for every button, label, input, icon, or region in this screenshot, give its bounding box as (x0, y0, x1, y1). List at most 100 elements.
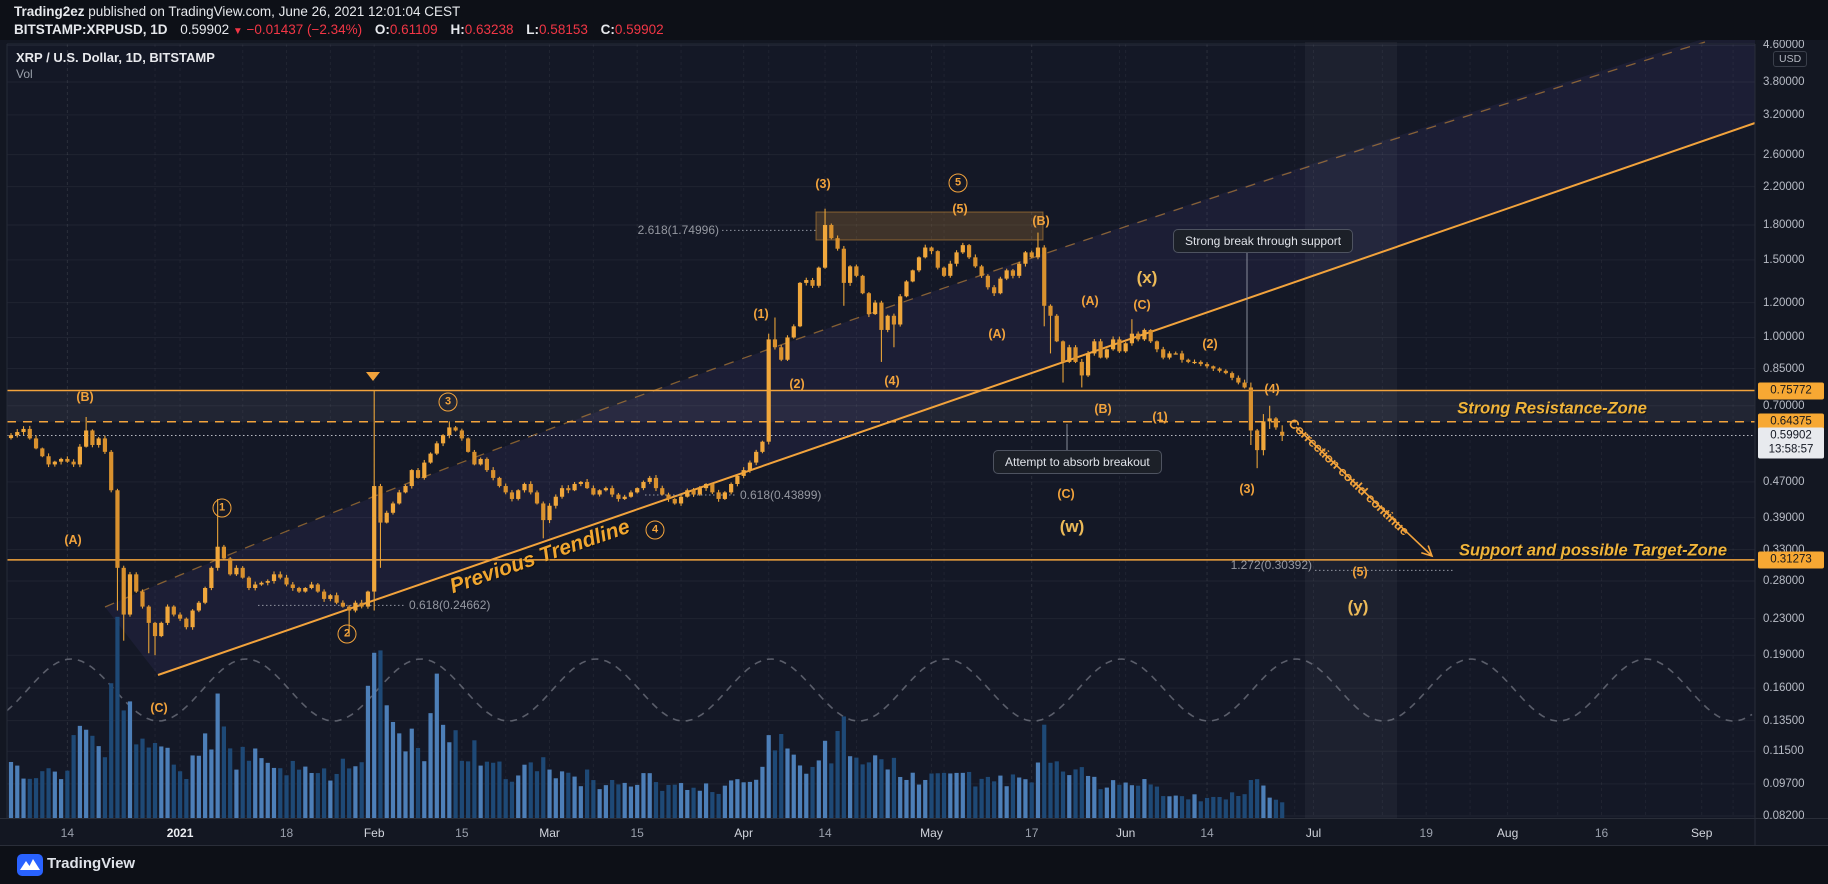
fib-label-1.272(0.30392): 1.272(0.30392) (1230, 558, 1312, 573)
tooltip-absorb-breakout: Attempt to absorb breakout (993, 450, 1162, 474)
price-level-badge-0.64375: 0.64375 (1758, 413, 1824, 431)
price-tick-1.20000: 1.20000 (1763, 296, 1805, 309)
wave-label-1-19: (1) (1152, 410, 1168, 424)
price-tick-0.11500: 0.11500 (1763, 745, 1804, 758)
correction-arrowhead (1421, 545, 1434, 558)
wave-label-4-22: (4) (1264, 382, 1280, 396)
wave-label-B-14: (B) (1032, 214, 1050, 228)
wave-label-2-4: 2 (337, 624, 357, 644)
wave-label-1-3: 1 (212, 498, 232, 518)
close-value: 0.59902 (614, 22, 664, 37)
price-tick-1.50000: 1.50000 (1763, 253, 1805, 266)
trend-channel-fill (105, 30, 1755, 675)
wave-label-3-10: (3) (815, 177, 831, 191)
support-zone-label: Support and possible Target-Zone (1459, 541, 1727, 560)
wave-label-1-8: (1) (753, 307, 769, 321)
volume-indicator-label[interactable]: Vol (16, 67, 33, 81)
time-tick-16: 16 (1594, 826, 1609, 840)
price-tick-0.85000: 0.85000 (1763, 362, 1805, 375)
sell-marker-icon[interactable] (366, 372, 380, 381)
price-tick-2.60000: 2.60000 (1763, 148, 1805, 161)
fib-label-2.618(1.74996): 2.618(1.74996) (637, 223, 719, 238)
low-value: 0.58153 (539, 22, 588, 37)
high-value: 0.63238 (464, 22, 514, 37)
correction-arrow-line[interactable] (1295, 426, 1433, 557)
wave-label-A-1: (A) (64, 533, 82, 547)
currency-badge: USD (1773, 51, 1808, 67)
publish-info: published on TradingView.com, June 26, 2… (84, 4, 461, 19)
wave-label-B-16: (B) (1094, 402, 1112, 416)
time-tick-17: 17 (1025, 826, 1039, 840)
low-label: L: (526, 22, 540, 37)
wave-label-y-26: (y) (1347, 597, 1369, 616)
close-label: C: (600, 22, 615, 37)
wave-label-A-15: (A) (1081, 294, 1099, 308)
price-tick-3.20000: 3.20000 (1763, 108, 1805, 121)
wave-label-5-12: (5) (952, 202, 968, 216)
price-tick-0.23000: 0.23000 (1763, 612, 1805, 625)
symbol-label: BITSTAMP:XRPUSD, 1D (14, 22, 168, 37)
price-level-badge-0.31273: 0.31273 (1758, 551, 1824, 569)
time-tick-14: 14 (1200, 826, 1214, 840)
fib-label-0.618(0.24662): 0.618(0.24662) (409, 598, 491, 613)
top-range-box[interactable] (815, 211, 1044, 241)
open-label: O: (374, 22, 390, 37)
time-tick-14: 14 (60, 826, 75, 840)
wave-label-C-2: (C) (150, 701, 168, 715)
candles[interactable] (8, 208, 1285, 656)
tooltip-strong-break: Strong break through support (1173, 229, 1354, 253)
tradingview-logo-icon[interactable] (17, 854, 43, 876)
time-tick-May: May (920, 826, 943, 840)
time-tick-Aug: Aug (1496, 826, 1519, 840)
previous-trendline[interactable] (157, 122, 1756, 676)
wave-label-2-20: (2) (1202, 337, 1218, 351)
wave-label-3-21: (3) (1239, 482, 1255, 496)
time-tick-18: 18 (279, 826, 294, 840)
price-tick-0.47000: 0.47000 (1763, 475, 1805, 488)
time-tick-Jun: Jun (1115, 826, 1136, 840)
down-arrow-icon: ▼ (232, 26, 243, 37)
wave-label-C-17: (C) (1133, 298, 1151, 312)
cycle-sine-line[interactable] (6, 658, 1753, 722)
time-tick-2021: 2021 (166, 826, 194, 840)
header: Trading2ez published on TradingView.com,… (0, 0, 1828, 40)
price-tick-0.19000: 0.19000 (1763, 649, 1805, 662)
wave-label-5-23: (5) (1352, 565, 1368, 579)
time-tick-19: 19 (1419, 826, 1433, 840)
wave-label-4-11: (4) (884, 374, 900, 388)
price-tick-0.09700: 0.09700 (1763, 777, 1805, 790)
price-tick-0.08200: 0.08200 (1763, 810, 1805, 823)
price-tick-0.16000: 0.16000 (1763, 682, 1805, 695)
price-tick-0.28000: 0.28000 (1763, 575, 1805, 588)
time-tick-14: 14 (818, 826, 832, 840)
channel-upper-dashed-line[interactable] (104, 41, 1706, 608)
fib-label-0.618(0.43899): 0.618(0.43899) (740, 487, 822, 502)
chart-legend-title[interactable]: XRP / U.S. Dollar, 1D, BITSTAMP (16, 50, 215, 65)
price-tick-3.80000: 3.80000 (1763, 76, 1805, 88)
tradingview-brand-text[interactable]: TradingView (47, 855, 136, 872)
wave-label-3-5: 3 (438, 392, 458, 412)
wave-label-w-25: (w) (1059, 517, 1085, 536)
wave-label-x-24: (x) (1136, 268, 1158, 287)
last-price-badge: 0.59902 13:58:57 (1758, 427, 1824, 458)
high-label: H: (450, 22, 465, 37)
time-tick-Apr: Apr (734, 826, 753, 840)
price-tick-0.13500: 0.13500 (1763, 714, 1805, 727)
resistance-zone-fill (7, 390, 1755, 422)
price-tick-4.60000: 4.60000 (1763, 39, 1805, 52)
footer: TradingView (0, 846, 1828, 884)
wave-label-B-0: (B) (76, 390, 94, 404)
plot-background (7, 44, 1755, 819)
volume-bars[interactable] (8, 616, 1285, 818)
open-value: 0.61109 (389, 22, 438, 37)
symbol-ohlc-line: BITSTAMP:XRPUSD, 1D 0.59902 ▼ −0.01437 (… (14, 22, 664, 37)
price-tick-0.39000: 0.39000 (1763, 511, 1805, 524)
author-name: Trading2ez (14, 4, 85, 19)
time-tick-Sep: Sep (1691, 826, 1713, 840)
time-tick-15: 15 (630, 826, 644, 840)
price-level-badge-0.75772: 0.75772 (1758, 382, 1824, 400)
time-tick-Feb: Feb (363, 826, 385, 840)
price-tick-2.20000: 2.20000 (1763, 180, 1805, 193)
